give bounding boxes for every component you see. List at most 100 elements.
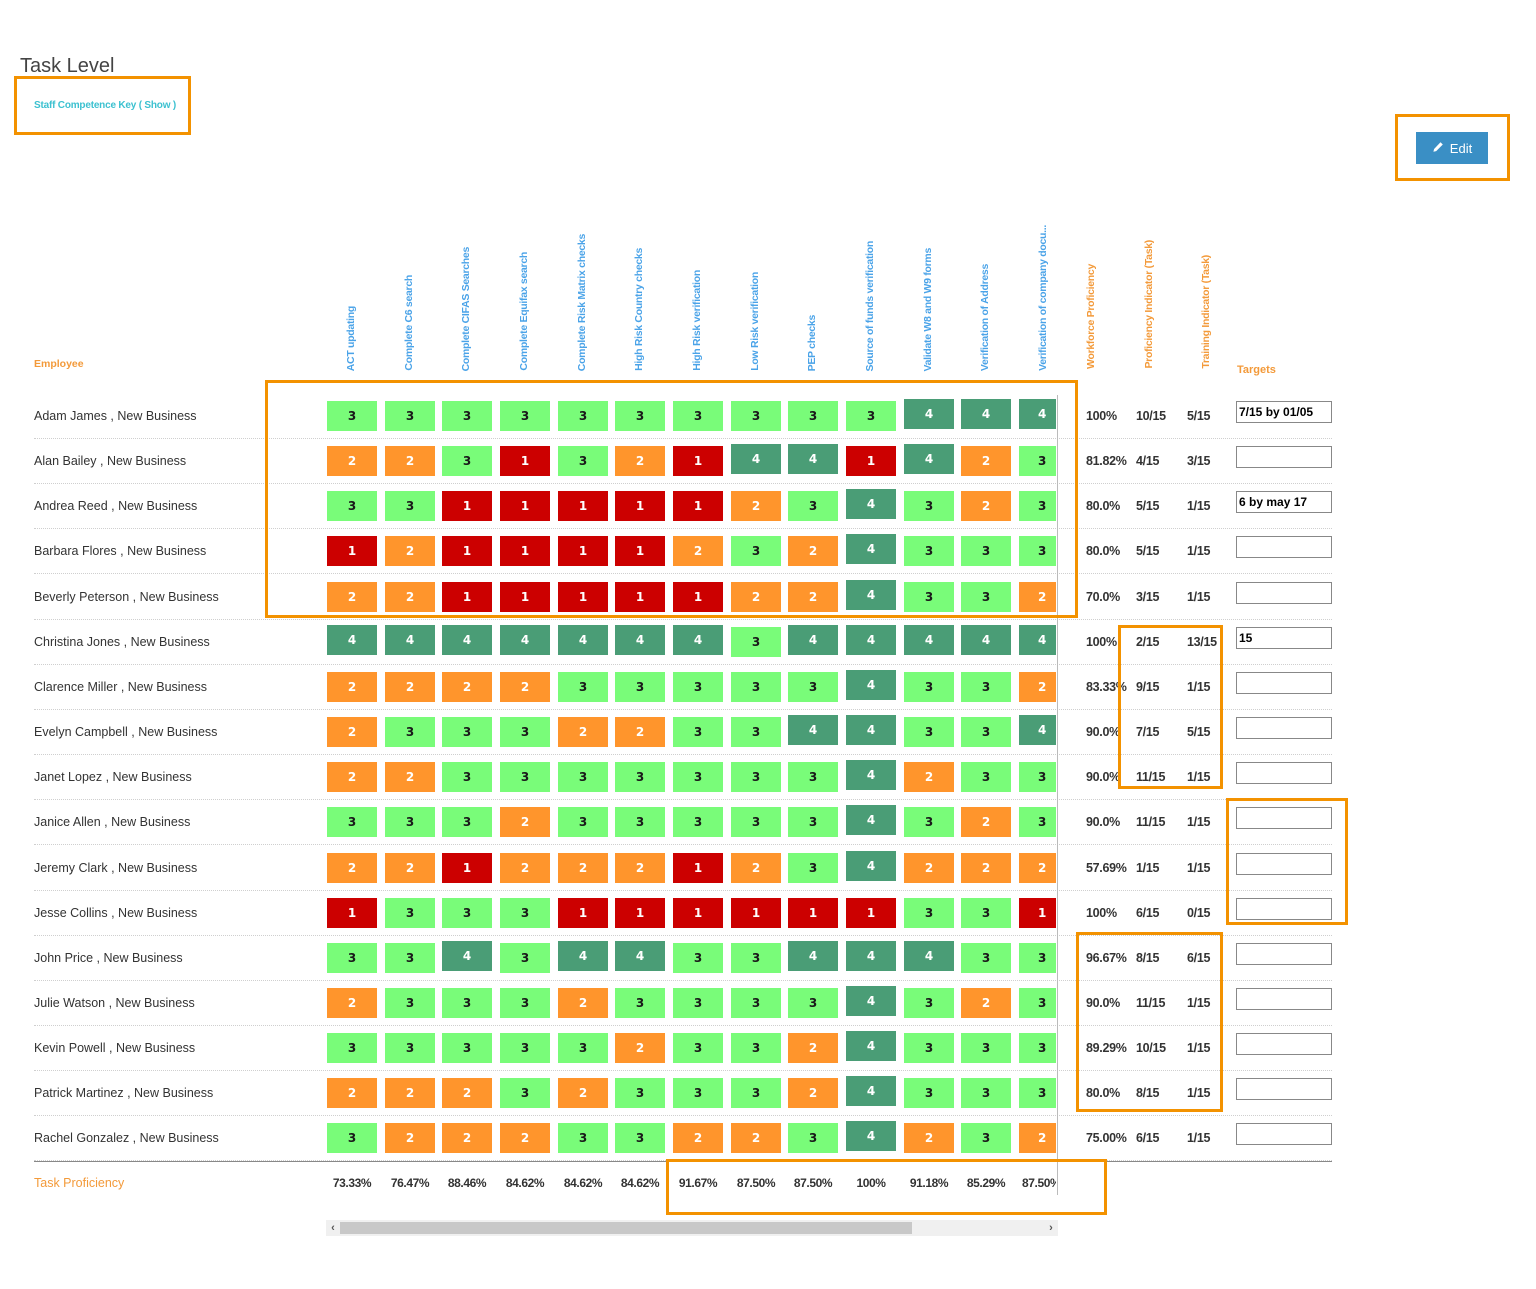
- competence-score-cell[interactable]: 3: [442, 762, 492, 793]
- target-input[interactable]: [1236, 717, 1332, 740]
- competence-score-cell[interactable]: 3: [904, 807, 954, 838]
- competence-score-cell[interactable]: 3: [904, 1078, 954, 1109]
- competence-score-cell[interactable]: 2: [327, 852, 377, 883]
- competence-score-cell[interactable]: 3: [961, 942, 1011, 973]
- competence-score-cell[interactable]: 3: [615, 987, 665, 1018]
- competence-score-cell[interactable]: 4: [558, 940, 608, 971]
- competence-score-cell[interactable]: 3: [1019, 987, 1056, 1018]
- competence-score-cell[interactable]: 4: [1019, 399, 1056, 429]
- competence-score-cell[interactable]: 3: [1019, 1078, 1056, 1109]
- competence-score-cell[interactable]: 1: [615, 536, 665, 567]
- competence-score-cell[interactable]: 3: [673, 942, 723, 973]
- competence-score-cell[interactable]: 1: [673, 852, 723, 883]
- competence-score-cell[interactable]: 3: [385, 1033, 435, 1064]
- competence-score-cell[interactable]: 1: [673, 491, 723, 522]
- competence-score-cell[interactable]: 3: [615, 401, 665, 431]
- competence-score-cell[interactable]: 4: [961, 399, 1011, 429]
- competence-score-cell[interactable]: 4: [846, 850, 896, 881]
- competence-score-cell[interactable]: 3: [558, 1033, 608, 1064]
- competence-score-cell[interactable]: 3: [500, 401, 550, 431]
- competence-score-cell[interactable]: 4: [1019, 624, 1056, 655]
- competence-score-cell[interactable]: 3: [788, 401, 838, 431]
- target-input[interactable]: [1236, 671, 1332, 694]
- competence-score-cell[interactable]: 4: [904, 624, 954, 655]
- competence-score-cell[interactable]: 2: [615, 852, 665, 883]
- target-input[interactable]: [1236, 942, 1332, 965]
- competence-score-cell[interactable]: 2: [731, 852, 781, 883]
- competence-score-cell[interactable]: 3: [1019, 446, 1056, 477]
- competence-score-cell[interactable]: 2: [500, 807, 550, 838]
- target-input[interactable]: [1236, 1033, 1332, 1056]
- competence-score-cell[interactable]: 2: [615, 446, 665, 477]
- competence-score-cell[interactable]: 3: [500, 987, 550, 1018]
- competence-score-cell[interactable]: 4: [846, 1076, 896, 1107]
- competence-score-cell[interactable]: 2: [385, 852, 435, 883]
- target-input[interactable]: [1236, 581, 1332, 604]
- target-input[interactable]: [1236, 762, 1332, 785]
- competence-score-cell[interactable]: 2: [961, 491, 1011, 522]
- competence-score-cell[interactable]: 4: [788, 715, 838, 746]
- competence-score-cell[interactable]: 3: [846, 401, 896, 431]
- competence-score-cell[interactable]: 3: [904, 1033, 954, 1064]
- competence-score-cell[interactable]: 1: [327, 897, 377, 928]
- target-input[interactable]: [1236, 987, 1332, 1010]
- competence-score-cell[interactable]: 2: [385, 1078, 435, 1109]
- target-input[interactable]: [1236, 1078, 1332, 1101]
- competence-score-cell[interactable]: 3: [731, 942, 781, 973]
- competence-score-cell[interactable]: 3: [558, 401, 608, 431]
- competence-score-cell[interactable]: 4: [904, 399, 954, 429]
- target-input[interactable]: [1236, 1123, 1332, 1146]
- competence-score-cell[interactable]: 3: [788, 762, 838, 793]
- competence-score-cell[interactable]: 2: [327, 446, 377, 477]
- competence-score-cell[interactable]: 2: [731, 581, 781, 612]
- competence-score-cell[interactable]: 1: [442, 852, 492, 883]
- competence-score-cell[interactable]: 1: [327, 536, 377, 567]
- competence-score-cell[interactable]: 4: [731, 444, 781, 475]
- competence-score-cell[interactable]: 2: [731, 1123, 781, 1154]
- competence-score-cell[interactable]: 1: [442, 536, 492, 567]
- competence-score-cell[interactable]: 3: [1019, 1033, 1056, 1064]
- competence-score-cell[interactable]: 2: [442, 1123, 492, 1154]
- competence-score-cell[interactable]: 3: [558, 1123, 608, 1154]
- competence-score-cell[interactable]: 4: [615, 624, 665, 655]
- target-input[interactable]: [1236, 852, 1332, 875]
- competence-score-cell[interactable]: 4: [846, 1031, 896, 1062]
- competence-score-cell[interactable]: 1: [615, 491, 665, 522]
- competence-score-cell[interactable]: 3: [673, 762, 723, 793]
- competence-score-cell[interactable]: 2: [961, 852, 1011, 883]
- competence-score-cell[interactable]: 3: [442, 897, 492, 928]
- competence-score-cell[interactable]: 1: [788, 897, 838, 928]
- competence-score-cell[interactable]: 3: [731, 536, 781, 567]
- target-input[interactable]: [1236, 626, 1332, 649]
- competence-score-cell[interactable]: 3: [961, 897, 1011, 928]
- competence-score-cell[interactable]: 4: [846, 985, 896, 1016]
- competence-score-cell[interactable]: 2: [385, 581, 435, 612]
- competence-score-cell[interactable]: 2: [500, 1123, 550, 1154]
- competence-score-cell[interactable]: 3: [788, 671, 838, 702]
- competence-score-cell[interactable]: 4: [846, 715, 896, 746]
- competence-score-cell[interactable]: 3: [673, 1078, 723, 1109]
- competence-score-cell[interactable]: 3: [961, 762, 1011, 793]
- target-input[interactable]: [1236, 446, 1332, 469]
- competence-score-cell[interactable]: 2: [442, 1078, 492, 1109]
- target-input[interactable]: [1236, 536, 1332, 559]
- competence-score-cell[interactable]: 4: [442, 624, 492, 655]
- competence-score-cell[interactable]: 1: [558, 581, 608, 612]
- competence-score-cell[interactable]: 3: [558, 446, 608, 477]
- competence-score-cell[interactable]: 3: [442, 1033, 492, 1064]
- competence-score-cell[interactable]: 1: [500, 446, 550, 477]
- competence-score-cell[interactable]: 3: [673, 401, 723, 431]
- competence-score-cell[interactable]: 4: [788, 940, 838, 971]
- horizontal-scrollbar[interactable]: ‹ ›: [326, 1220, 1058, 1236]
- edit-button[interactable]: Edit: [1416, 132, 1488, 164]
- competence-score-cell[interactable]: 2: [1019, 1123, 1056, 1154]
- competence-score-cell[interactable]: 3: [385, 942, 435, 973]
- competence-score-cell[interactable]: 2: [385, 671, 435, 702]
- competence-score-cell[interactable]: 3: [615, 1123, 665, 1154]
- competence-score-cell[interactable]: 2: [673, 1123, 723, 1154]
- competence-score-cell[interactable]: 3: [673, 807, 723, 838]
- competence-score-cell[interactable]: 2: [788, 1033, 838, 1064]
- competence-score-cell[interactable]: 3: [442, 807, 492, 838]
- competence-score-cell[interactable]: 4: [846, 624, 896, 655]
- competence-score-cell[interactable]: 4: [846, 1121, 896, 1152]
